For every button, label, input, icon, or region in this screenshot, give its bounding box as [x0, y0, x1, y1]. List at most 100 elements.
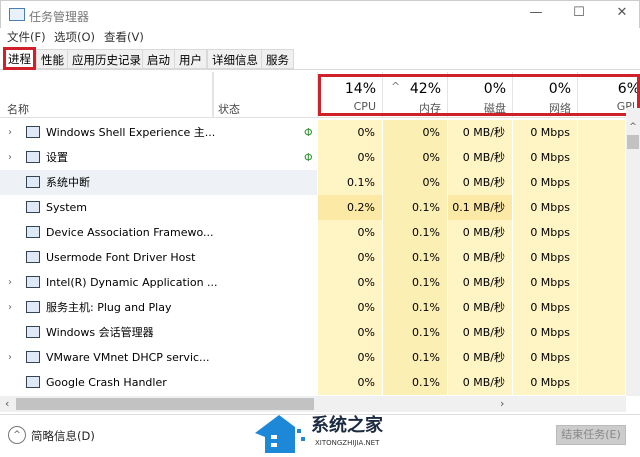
table-row[interactable]: › Intel(R) Dynamic Application ... 0% 0.1…: [0, 270, 626, 295]
table-row[interactable]: System 0.2% 0.1% 0.1 MB/秒 0 Mbps: [0, 195, 626, 220]
scroll-up-icon[interactable]: ^: [629, 122, 637, 132]
table-row[interactable]: Device Association Framewo... 0% 0.1% 0 …: [0, 220, 626, 245]
tab-details[interactable]: 详细信息: [207, 49, 263, 69]
expand-chevron-icon[interactable]: ›: [8, 127, 12, 138]
memory-value: 0.1%: [383, 345, 448, 370]
gpu-value: [578, 370, 626, 395]
table-row[interactable]: Windows 会话管理器 0% 0.1% 0 MB/秒 0 Mbps: [0, 320, 626, 345]
tab-users[interactable]: 用户: [174, 49, 207, 69]
cpu-value: 0.2%: [318, 195, 383, 220]
gpu-value: [578, 195, 626, 220]
process-name: › 设置 Φ: [0, 145, 318, 170]
house-logo-icon: [255, 415, 305, 453]
expand-chevron-icon[interactable]: ›: [8, 302, 12, 313]
sort-indicator-icon: ^: [391, 80, 401, 93]
column-disk[interactable]: 0% 磁盘: [448, 72, 513, 118]
tab-bar: 进程 性能 应用历史记录 启动 用户 详细信息 服务: [0, 47, 640, 70]
process-name: › 服务主机: Plug and Play: [0, 295, 318, 320]
column-status[interactable]: 状态: [213, 72, 318, 118]
vertical-scrollbar[interactable]: ^: [626, 108, 640, 396]
gpu-value: [578, 145, 626, 170]
end-task-button[interactable]: 结束任务(E): [556, 425, 626, 445]
disk-value: 0.1 MB/秒: [448, 195, 513, 220]
cpu-value: 0%: [318, 295, 383, 320]
memory-value: 0%: [383, 170, 448, 195]
scroll-thumb-horizontal[interactable]: [16, 398, 314, 410]
suspended-leaf-icon: Φ: [304, 151, 313, 164]
suspended-leaf-icon: Φ: [304, 126, 313, 139]
disk-value: 0 MB/秒: [448, 370, 513, 395]
column-name[interactable]: 名称: [0, 72, 213, 118]
table-row[interactable]: Google Crash Handler 0% 0.1% 0 MB/秒 0 Mb…: [0, 370, 626, 395]
task-manager-icon: [9, 8, 25, 21]
scroll-thumb[interactable]: [627, 135, 639, 149]
memory-value: 0.1%: [383, 370, 448, 395]
memory-value: 0.1%: [383, 295, 448, 320]
gpu-value: [578, 295, 626, 320]
memory-value: 0.1%: [383, 270, 448, 295]
table-row[interactable]: › VMware VMnet DHCP servic... 0% 0.1% 0 M…: [0, 345, 626, 370]
process-icon: [26, 376, 40, 388]
memory-value: 0.1%: [383, 220, 448, 245]
process-icon: [26, 326, 40, 338]
scroll-left-icon[interactable]: ‹: [5, 397, 10, 410]
cpu-value: 0.1%: [318, 170, 383, 195]
network-value: 0 Mbps: [513, 370, 578, 395]
table-row[interactable]: 系统中断 0.1% 0% 0 MB/秒 0 Mbps: [0, 170, 626, 195]
disk-value: 0 MB/秒: [448, 145, 513, 170]
process-icon: [26, 201, 40, 213]
process-icon: [26, 251, 40, 263]
fewer-details-link[interactable]: 简略信息(D): [31, 429, 95, 443]
tab-performance[interactable]: 性能: [36, 49, 69, 69]
network-value: 0 Mbps: [513, 120, 578, 145]
disk-value: 0 MB/秒: [448, 120, 513, 145]
menu-file[interactable]: 文件(F): [7, 30, 46, 44]
collapse-chevron-icon[interactable]: ^: [8, 426, 26, 444]
column-network[interactable]: 0% 网络: [513, 72, 578, 118]
gpu-value: [578, 345, 626, 370]
table-row[interactable]: Usermode Font Driver Host 0% 0.1% 0 MB/秒…: [0, 245, 626, 270]
cpu-value: 0%: [318, 220, 383, 245]
cpu-value: 0%: [318, 120, 383, 145]
cpu-value: 0%: [318, 245, 383, 270]
column-memory[interactable]: ^ 42% 内存: [383, 72, 448, 118]
menu-view[interactable]: 查看(V): [104, 30, 144, 44]
footer: ^ 简略信息(D) 系统之家 XITONGZHIJIA.NET 结束任务(E): [0, 414, 640, 457]
process-icon: [26, 276, 40, 288]
highlight-box: [318, 74, 640, 116]
network-value: 0 Mbps: [513, 195, 578, 220]
expand-chevron-icon[interactable]: ›: [8, 152, 12, 163]
table-row[interactable]: › 设置 Φ 0% 0% 0 MB/秒 0 Mbps: [0, 145, 626, 170]
menu-options[interactable]: 选项(O): [54, 30, 96, 44]
process-name: › Windows Shell Experience 主... Φ: [0, 120, 318, 145]
column-cpu[interactable]: 14% CPU: [318, 72, 383, 118]
horizontal-scrollbar[interactable]: ‹ ›: [0, 396, 626, 412]
process-icon: [26, 126, 40, 138]
process-name: Windows 会话管理器: [0, 320, 318, 345]
close-button[interactable]: ✕: [616, 5, 628, 20]
window-title: 任务管理器: [29, 10, 90, 24]
network-value: 0 Mbps: [513, 145, 578, 170]
process-name: Device Association Framewo...: [0, 220, 318, 245]
table-row[interactable]: › 服务主机: Plug and Play 0% 0.1% 0 MB/秒 0 Mb…: [0, 295, 626, 320]
expand-chevron-icon[interactable]: ›: [8, 277, 12, 288]
disk-value: 0 MB/秒: [448, 345, 513, 370]
gpu-value: [578, 320, 626, 345]
cpu-value: 0%: [318, 270, 383, 295]
tab-services[interactable]: 服务: [261, 49, 294, 69]
gpu-value: [578, 270, 626, 295]
table-row[interactable]: › Windows Shell Experience 主... Φ 0% 0% 0 …: [0, 120, 626, 145]
gpu-value: [578, 120, 626, 145]
maximize-button[interactable]: ☐: [573, 5, 585, 20]
process-icon: [26, 301, 40, 313]
tab-app-history[interactable]: 应用历史记录: [67, 49, 146, 69]
minimize-button[interactable]: —: [529, 5, 543, 20]
tab-processes[interactable]: 进程: [3, 47, 36, 70]
network-value: 0 Mbps: [513, 345, 578, 370]
memory-value: 0.1%: [383, 320, 448, 345]
scroll-right-icon[interactable]: ›: [500, 397, 505, 410]
cpu-value: 0%: [318, 145, 383, 170]
expand-chevron-icon[interactable]: ›: [8, 352, 12, 363]
process-name: 系统中断: [0, 170, 318, 195]
tab-startup[interactable]: 启动: [142, 49, 175, 69]
